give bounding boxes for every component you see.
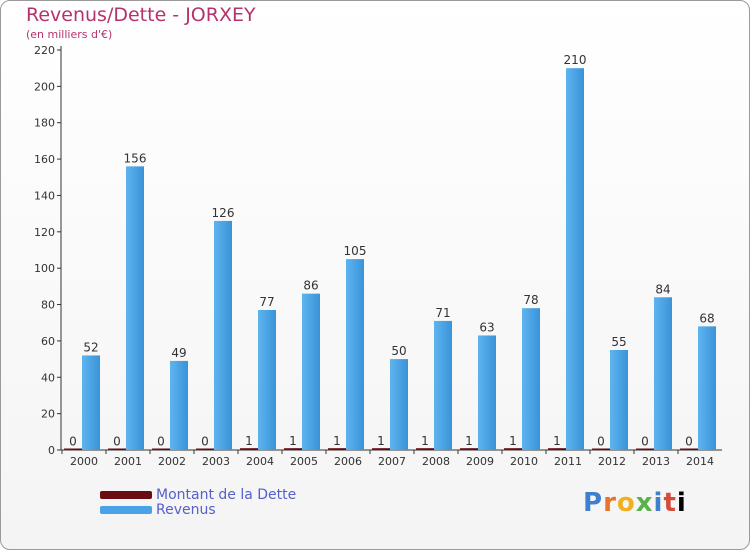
y-tick-label: 200 (34, 80, 55, 93)
data-label-revenus: 126 (212, 206, 235, 220)
data-label-revenus: 78 (523, 293, 538, 307)
legend-swatch-revenus (100, 505, 152, 514)
legend-label-dette: Montant de la Dette (156, 486, 297, 503)
bar-revenus (126, 166, 144, 450)
data-label-revenus: 71 (435, 306, 450, 320)
x-tick-label: 2000 (70, 455, 98, 468)
bar-dette (64, 448, 82, 450)
legend-item-dette: Montant de la Dette (100, 486, 297, 503)
data-label-revenus: 105 (344, 244, 367, 258)
data-label-dette: 0 (597, 435, 605, 449)
bar-revenus (258, 310, 276, 450)
x-tick-label: 2012 (598, 455, 626, 468)
data-label-revenus: 52 (83, 340, 98, 354)
bar-revenus (302, 293, 320, 450)
bar-dette (152, 448, 170, 450)
bar-dette (460, 448, 478, 450)
bar-dette (636, 448, 654, 450)
bar-revenus (214, 220, 232, 450)
data-label-revenus: 210 (564, 53, 587, 67)
legend-item-revenus: Revenus (100, 501, 216, 518)
x-tick-label: 2010 (510, 455, 538, 468)
bar-dette (592, 448, 610, 450)
data-label-dette: 1 (289, 434, 297, 448)
proxiti-logo: Proxiti (583, 488, 687, 518)
data-label-revenus: 86 (303, 279, 318, 293)
y-tick-label: 180 (34, 117, 55, 130)
bar-revenus (82, 355, 100, 450)
chart-title: Revenus/Dette - JORXEY (26, 4, 256, 26)
data-label-dette: 0 (69, 435, 77, 449)
y-tick-label: 20 (41, 408, 55, 421)
bar-revenus (698, 326, 716, 450)
y-tick-label: 80 (41, 299, 55, 312)
data-label-revenus: 63 (479, 320, 494, 334)
bar-revenus (522, 308, 540, 450)
x-tick-label: 2004 (246, 455, 274, 468)
data-label-revenus: 84 (655, 282, 670, 296)
data-label-revenus: 77 (259, 295, 274, 309)
legend-swatch-dette (100, 490, 152, 499)
bar-revenus (478, 335, 496, 450)
bar-revenus (654, 297, 672, 450)
chart-subtitle: (en milliers d'€) (26, 28, 113, 41)
x-tick-label: 2003 (202, 455, 230, 468)
x-tick-label: 2014 (686, 455, 714, 468)
bar-dette (504, 448, 522, 450)
x-tick-label: 2006 (334, 455, 362, 468)
data-label-dette: 0 (113, 435, 121, 449)
data-label-revenus: 156 (124, 151, 147, 165)
bar-revenus (346, 259, 364, 450)
y-tick-label: 220 (34, 44, 55, 57)
bar-revenus (434, 320, 452, 450)
y-tick-label: 140 (34, 189, 55, 202)
x-tick-label: 2005 (290, 455, 318, 468)
bar-dette (284, 448, 302, 450)
bar-revenus (170, 360, 188, 450)
bar-dette (548, 448, 566, 450)
bar-dette (416, 448, 434, 450)
data-label-dette: 0 (157, 435, 165, 449)
y-tick-label: 60 (41, 335, 55, 348)
bar-dette (108, 448, 126, 450)
y-tick-label: 160 (34, 153, 55, 166)
data-label-dette: 1 (421, 434, 429, 448)
bar-revenus (610, 350, 628, 450)
x-tick-label: 2011 (554, 455, 582, 468)
x-tick-label: 2008 (422, 455, 450, 468)
data-label-revenus: 68 (699, 311, 714, 325)
x-tick-label: 2013 (642, 455, 670, 468)
bar-dette (372, 448, 390, 450)
bar-dette (240, 448, 258, 450)
data-label-dette: 1 (465, 434, 473, 448)
data-label-dette: 1 (509, 434, 517, 448)
y-tick-label: 40 (41, 371, 55, 384)
y-tick-label: 120 (34, 226, 55, 239)
data-label-dette: 1 (245, 434, 253, 448)
bar-revenus (566, 68, 584, 450)
y-tick-label: 0 (48, 444, 55, 457)
data-label-revenus: 50 (391, 344, 406, 358)
legend-label-revenus: Revenus (156, 501, 216, 518)
bar-revenus (390, 359, 408, 450)
data-label-dette: 1 (333, 434, 341, 448)
data-label-revenus: 49 (171, 346, 186, 360)
bar-dette (196, 448, 214, 450)
bar-dette (328, 448, 346, 450)
x-tick-label: 2002 (158, 455, 186, 468)
data-label-dette: 1 (553, 434, 561, 448)
data-label-dette: 1 (377, 434, 385, 448)
bar-dette (680, 448, 698, 450)
data-label-dette: 0 (685, 435, 693, 449)
data-label-revenus: 55 (611, 335, 626, 349)
data-label-dette: 0 (641, 435, 649, 449)
x-tick-label: 2007 (378, 455, 406, 468)
data-label-dette: 0 (201, 435, 209, 449)
x-tick-label: 2009 (466, 455, 494, 468)
y-tick-label: 100 (34, 262, 55, 275)
x-tick-label: 2001 (114, 455, 142, 468)
